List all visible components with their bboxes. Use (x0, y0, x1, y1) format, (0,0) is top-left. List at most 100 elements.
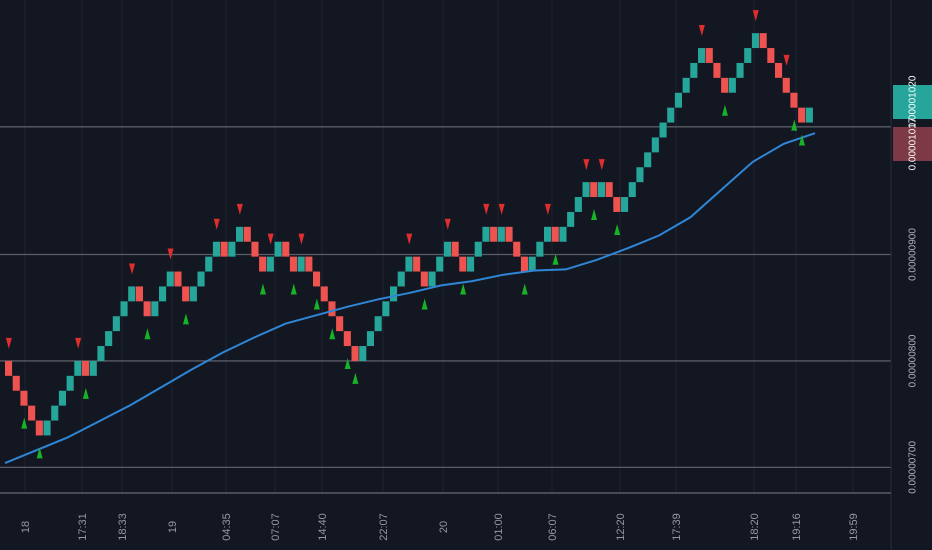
renko-brick (289, 256, 297, 272)
renko-brick (151, 301, 159, 317)
x-tick-label: 19 (167, 521, 179, 533)
renko-brick (621, 197, 629, 212)
renko-bricks (5, 33, 813, 436)
renko-brick (443, 241, 451, 257)
renko-brick (436, 256, 444, 272)
renko-brick (405, 256, 413, 272)
sell-arrow-icon (544, 203, 551, 215)
buy-arrow-icon (521, 283, 528, 295)
x-tick-label: 04:35 (221, 513, 233, 541)
renko-brick (482, 226, 490, 242)
renko-brick (467, 256, 475, 272)
renko-brick (51, 405, 59, 421)
buy-arrow-icon (552, 253, 559, 265)
renko-brick (644, 152, 652, 168)
renko-brick (474, 241, 482, 257)
buy-arrow-icon (721, 104, 728, 116)
renko-brick (682, 77, 690, 93)
buy-arrow-icon (290, 283, 297, 295)
sell-arrow-icon (498, 203, 505, 215)
renko-brick (567, 211, 575, 227)
renko-brick (282, 241, 290, 257)
renko-brick (20, 390, 28, 406)
sell-arrow-icon (583, 159, 590, 171)
renko-brick (313, 271, 321, 287)
renko-brick (366, 331, 374, 347)
sell-arrow-icon (406, 233, 413, 245)
sell-arrow-icon (213, 218, 220, 230)
buy-arrow-icon (791, 119, 798, 131)
x-tick-label: 19:59 (848, 513, 860, 541)
renko-brick (5, 360, 13, 376)
renko-brick (574, 197, 582, 212)
renko-brick (605, 182, 613, 198)
renko-brick (698, 48, 706, 63)
x-tick-label: 01:00 (493, 513, 505, 541)
renko-brick (89, 360, 97, 376)
renko-brick (220, 241, 228, 257)
renko-brick (351, 346, 359, 361)
x-tick-label: 17:39 (671, 513, 683, 541)
renko-brick (305, 256, 313, 272)
price-tag (893, 85, 932, 119)
renko-brick (359, 346, 367, 361)
renko-brick (428, 271, 436, 287)
renko-brick (544, 226, 552, 242)
x-tick-label: 14:40 (317, 513, 329, 541)
renko-brick (143, 301, 151, 317)
renko-brick (35, 420, 43, 436)
y-tick-label: 0.00000800 (908, 334, 919, 387)
renko-brick (66, 375, 74, 391)
buy-arrow-icon (259, 283, 266, 295)
x-tick-label: 19:16 (791, 513, 803, 541)
renko-brick (782, 77, 790, 93)
renko-brick (343, 331, 351, 347)
renko-brick (775, 62, 783, 78)
renko-brick (135, 286, 143, 302)
sell-arrow-icon (267, 233, 274, 245)
renko-brick (336, 316, 344, 332)
renko-brick (97, 346, 105, 361)
renko-brick (590, 182, 598, 198)
x-tick-label: 20 (438, 521, 450, 533)
sell-arrow-icon (298, 233, 305, 245)
vertical-grid (24, 0, 854, 493)
sell-arrow-icon (783, 54, 790, 66)
sell-arrow-icon (483, 203, 490, 215)
renko-brick (459, 256, 467, 272)
buy-arrow-icon (21, 417, 28, 429)
y-tick-label: 0.00000700 (908, 441, 919, 494)
moving-average-line (4, 132, 816, 465)
renko-brick (713, 62, 721, 78)
renko-brick (120, 301, 128, 317)
renko-brick (636, 167, 644, 183)
price-tag (893, 127, 932, 161)
renko-brick (728, 77, 736, 93)
renko-brick (505, 226, 513, 242)
renko-brick (451, 241, 459, 257)
x-tick-label: 17:31 (77, 513, 89, 541)
price-tag-label: 0.00001020 (908, 75, 919, 128)
sell-arrow-icon (752, 10, 759, 22)
renko-brick (12, 375, 20, 391)
sell-arrow-icon (129, 263, 136, 275)
x-axis: 18 17:31 18:33 19 04:35 07:07 14:40 22:07 20 01:0… (20, 513, 860, 541)
renko-brick (189, 286, 197, 302)
renko-brick (628, 182, 636, 198)
renko-brick (166, 271, 174, 287)
buy-arrow-icon (329, 328, 336, 340)
sell-arrow-icon (236, 203, 243, 215)
renko-brick (559, 226, 567, 242)
renko-brick (736, 62, 744, 78)
renko-brick (420, 271, 428, 287)
renko-brick (128, 286, 136, 302)
renko-brick (236, 226, 244, 242)
renko-brick (490, 226, 498, 242)
renko-brick (266, 256, 274, 272)
renko-brick (751, 33, 759, 49)
renko-brick (390, 286, 398, 302)
renko-brick (790, 92, 798, 108)
renko-brick (705, 48, 713, 63)
